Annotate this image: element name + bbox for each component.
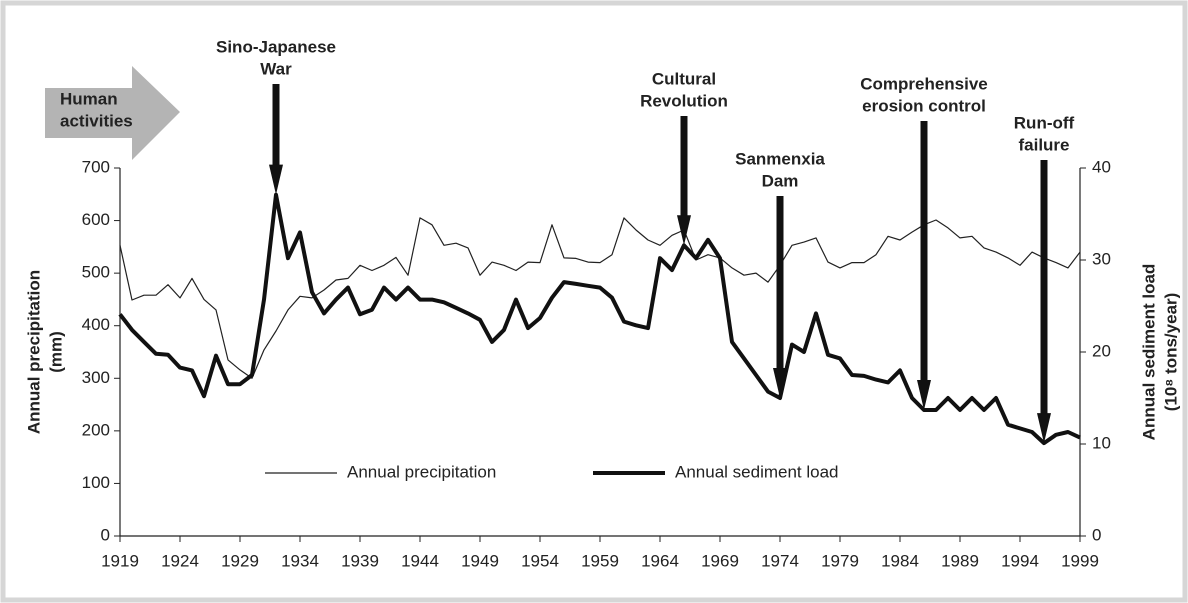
y2-tick-label: 30 <box>1092 249 1111 268</box>
side-label: Human <box>60 89 118 108</box>
y-axis-title: (mm) <box>46 331 65 373</box>
x-tick-label: 1954 <box>521 551 559 570</box>
y2-tick-label: 10 <box>1092 433 1111 452</box>
legend-label: Annual sediment load <box>675 462 839 481</box>
annotation-arrow-head <box>1037 413 1051 444</box>
human-activities-arrow <box>45 66 180 160</box>
annotation-label: erosion control <box>862 96 986 115</box>
annotation-label: Comprehensive <box>860 74 988 93</box>
annotation-label: War <box>260 59 292 78</box>
annotation-arrow-head <box>773 368 787 398</box>
annotation-label: failure <box>1018 135 1069 154</box>
y-tick-label: 100 <box>82 473 110 492</box>
data-line <box>119 217 1081 379</box>
x-tick-label: 1924 <box>161 551 199 570</box>
y2-tick-label: 0 <box>1092 525 1101 544</box>
data-line <box>118 192 1081 446</box>
x-tick-label: 1939 <box>341 551 379 570</box>
annotation-arrow-head <box>677 215 691 246</box>
annotation-label: Sino-Japanese <box>216 37 336 56</box>
y2-tick-label: 40 <box>1092 157 1111 176</box>
x-tick-label: 1959 <box>581 551 619 570</box>
annotation-label: Run-off <box>1014 113 1075 132</box>
annotation-label: Cultural <box>652 69 716 88</box>
x-tick-label: 1979 <box>821 551 859 570</box>
y2-axis-title: Annual sediment load <box>1139 264 1158 441</box>
x-tick-label: 1934 <box>281 551 319 570</box>
y-tick-label: 700 <box>82 157 110 176</box>
x-tick-label: 1999 <box>1061 551 1099 570</box>
annotation-arrow-head <box>917 379 931 410</box>
side-label: activities <box>60 111 133 130</box>
annotation-label: Dam <box>762 171 799 190</box>
y-tick-label: 400 <box>82 315 110 334</box>
y2-axis-title: (10⁸ tons/year) <box>1161 293 1180 412</box>
x-tick-label: 1949 <box>461 551 499 570</box>
y-tick-label: 300 <box>82 368 110 387</box>
x-tick-label: 1964 <box>641 551 679 570</box>
y-axis-title: Annual precipitation <box>24 270 43 434</box>
x-tick-label: 1944 <box>401 551 439 570</box>
legend-label: Annual precipitation <box>347 462 496 481</box>
y-tick-label: 500 <box>82 263 110 282</box>
annotation-label: Revolution <box>640 91 728 110</box>
x-tick-label: 1969 <box>701 551 739 570</box>
x-tick-label: 1929 <box>221 551 259 570</box>
x-tick-label: 1994 <box>1001 551 1039 570</box>
x-tick-label: 1989 <box>941 551 979 570</box>
y2-tick-label: 20 <box>1092 341 1111 360</box>
y-tick-label: 600 <box>82 210 110 229</box>
annotation-arrow-head <box>269 164 283 195</box>
y-tick-label: 200 <box>82 420 110 439</box>
annotation-label: Sanmenxia <box>735 149 825 168</box>
x-tick-label: 1974 <box>761 551 799 570</box>
x-tick-label: 1919 <box>101 551 139 570</box>
x-tick-label: 1984 <box>881 551 919 570</box>
y-tick-label: 0 <box>101 525 110 544</box>
